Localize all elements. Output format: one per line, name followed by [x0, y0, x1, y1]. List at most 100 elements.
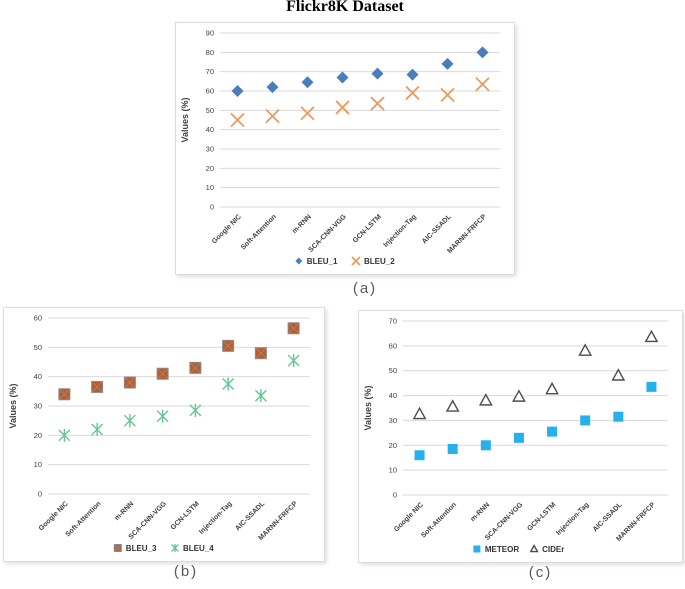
x-axis-label: MARNN-FRFCP [446, 213, 488, 255]
data-point-bleu-1 [301, 76, 314, 89]
y-axis-tick-label: 70 [389, 317, 397, 326]
x-axis-label: Injection-Tag [198, 500, 233, 535]
y-axis-tick-label: 50 [206, 106, 214, 115]
data-point-cider [545, 381, 559, 395]
x-axis-label: m-RNN [114, 500, 136, 522]
chart-svg: 0 10 20 30 40 50 60 Values (%) Google NICSoft-At… [8, 314, 310, 553]
y-axis-tick-label: 20 [34, 431, 42, 440]
y-axis-title: Values (%) [8, 383, 18, 428]
x-axis-label: GCN-LSTM [526, 501, 557, 532]
data-point-bleu-3-x [156, 367, 169, 380]
y-axis-tick-label: 0 [38, 490, 42, 499]
y-axis-tick-label: 20 [206, 164, 214, 173]
chart-a-bleu1-bleu2: 0 10 20 30 40 50 60 70 80 90 Values (%) Google NIC S… [175, 22, 515, 275]
y-axis-tick-label: 30 [389, 416, 397, 425]
legend-label: BLEU_2 [364, 257, 395, 266]
data-point-bleu-4 [124, 413, 136, 428]
data-point-bleu-1 [266, 81, 279, 94]
x-axis-label: AIC-SSADL [421, 213, 453, 245]
data-point-cider [445, 399, 460, 412]
data-point-bleu-1 [336, 71, 349, 84]
data-point-bleu-1 [231, 85, 244, 97]
legend-label: BLEU_4 [183, 544, 214, 553]
caption-c: (c) [528, 564, 553, 581]
data-point-bleu-3-x [287, 322, 300, 335]
data-point-bleu-1 [406, 68, 419, 81]
y-axis-tick-label: 30 [34, 402, 42, 411]
x-axis-label: GCN-LSTM [170, 500, 201, 531]
y-axis-tick-label: 0 [393, 491, 397, 500]
data-point-bleu-3-x [222, 340, 234, 352]
chart-b-bleu3-bleu4: 0 10 20 30 40 50 60 Values (%) Google NIC Soft-At… [3, 307, 325, 562]
y-axis-tick-label: 40 [206, 125, 214, 134]
data-point-meteor [513, 432, 524, 443]
data-point-bleu-3-x [124, 376, 136, 389]
data-point-meteor [447, 444, 458, 455]
data-point-bleu-1 [441, 57, 454, 70]
x-axis-label: Injection-Tag [383, 213, 418, 248]
y-axis-tick-label: 60 [34, 314, 42, 323]
x-axis-label: Soft-Attention [240, 213, 278, 251]
x-axis-label: Google NIC [393, 501, 425, 533]
data-point-bleu-4 [58, 428, 71, 443]
y-axis-tick-label: 10 [34, 460, 42, 469]
x-axis-label: Google NIC [211, 213, 243, 245]
data-point-bleu-3-x [189, 362, 202, 374]
data-point-meteor [480, 440, 491, 451]
legend-label: METEOR [485, 545, 519, 554]
data-point-meteor [580, 415, 591, 426]
data-point-meteor [547, 426, 558, 437]
y-axis-tick-label: 40 [389, 391, 397, 400]
data-point-bleu-2 [370, 96, 385, 111]
legend-label: CIDEr [542, 545, 564, 554]
y-axis-tick-label: 60 [389, 341, 397, 350]
caption-b: (b) [173, 563, 199, 580]
y-axis-tick-label: 40 [34, 372, 42, 381]
y-axis-title: Values (%) [363, 385, 373, 430]
data-point-bleu-1 [476, 46, 489, 59]
legend-meteor-marker-icon [473, 545, 481, 553]
chart-svg: 0 10 20 30 40 50 60 70 Values (%) Google NICSoft-… [363, 317, 668, 554]
y-axis-tick-label: 90 [206, 29, 214, 38]
y-axis-tick-label: 20 [389, 441, 397, 450]
y-axis-tick-label: 10 [389, 466, 397, 475]
data-point-bleu-4 [287, 353, 300, 368]
y-axis-tick-label: 60 [206, 87, 214, 96]
data-point-cider [611, 368, 626, 381]
data-point-bleu-4 [156, 409, 169, 423]
legend-bleu-4-marker-icon [171, 543, 179, 553]
data-point-bleu-3-x [91, 381, 103, 393]
data-point-cider [512, 389, 526, 402]
data-point-bleu-2 [440, 87, 455, 102]
figure-title: Flickr8K Dataset [286, 0, 404, 15]
y-axis-tick-label: 50 [34, 343, 42, 352]
data-point-bleu-2 [335, 100, 350, 115]
y-axis-tick-label: 30 [206, 145, 214, 154]
x-axis-label: Injection-Tag [555, 501, 590, 536]
data-point-meteor [414, 450, 425, 461]
data-point-bleu-2 [265, 109, 280, 124]
x-axis-label: AIC-SSADL [234, 500, 266, 532]
y-axis-tick-label: 50 [389, 366, 397, 375]
legend-bleu-2-marker-icon [351, 256, 361, 266]
legend-label: BLEU_3 [126, 544, 157, 553]
data-point-bleu-2 [300, 106, 315, 121]
data-point-bleu-1 [371, 67, 384, 80]
x-axis-label: m-RNN [291, 213, 313, 235]
y-axis-tick-label: 80 [206, 48, 214, 57]
x-axis-label: AIC-SSADL [592, 501, 624, 533]
data-point-bleu-2 [230, 113, 245, 127]
x-axis-label: SCA-CNN-VGG [307, 213, 348, 254]
legend-bleu-1-marker-icon [295, 257, 303, 265]
legend-label: BLEU_1 [307, 257, 338, 266]
x-axis-label: m-RNN [469, 501, 491, 523]
data-point-meteor [646, 381, 657, 392]
x-axis-label: GCN-LSTM [352, 213, 383, 244]
data-point-cider [478, 393, 493, 406]
data-point-bleu-3-x [255, 347, 267, 360]
data-point-bleu-4 [255, 389, 267, 403]
data-point-bleu-2 [475, 77, 490, 92]
data-point-cider [644, 329, 659, 343]
data-point-bleu-3-x [58, 388, 71, 401]
